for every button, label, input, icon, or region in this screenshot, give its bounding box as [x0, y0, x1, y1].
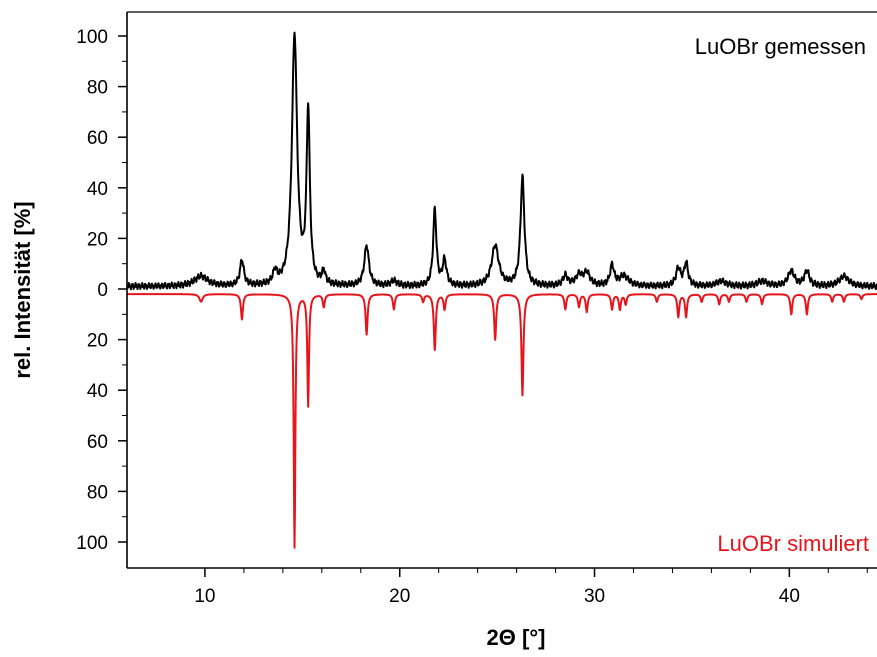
y-tick-label: 40 — [87, 381, 108, 402]
y-tick-label: 100 — [76, 27, 108, 48]
legend-label-simulated: LuOBr simuliert — [717, 531, 869, 556]
x-tick-label: 10 — [194, 586, 215, 607]
y-tick-label: 20 — [87, 229, 108, 250]
series-line-simulated — [127, 293, 877, 549]
y-tick-label: 100 — [76, 533, 108, 554]
y-tick-label: 60 — [87, 128, 108, 149]
x-tick-label: 40 — [779, 586, 800, 607]
legend-label-measured: LuOBr gemessen — [695, 34, 866, 59]
series-line-measured — [127, 31, 877, 291]
y-tick-label: 0 — [97, 280, 108, 301]
x-tick-label: 30 — [584, 586, 605, 607]
x-axis-title: 2Θ [°] — [487, 625, 546, 650]
y-tick-label: 80 — [87, 482, 108, 503]
y-tick-label: 60 — [87, 432, 108, 453]
x-tick-label: 20 — [389, 586, 410, 607]
y-tick-label: 40 — [87, 179, 108, 200]
y-tick-label: 80 — [87, 78, 108, 99]
y-axis-title: rel. Intensität [%] — [10, 201, 35, 378]
y-tick-label: 20 — [87, 331, 108, 352]
